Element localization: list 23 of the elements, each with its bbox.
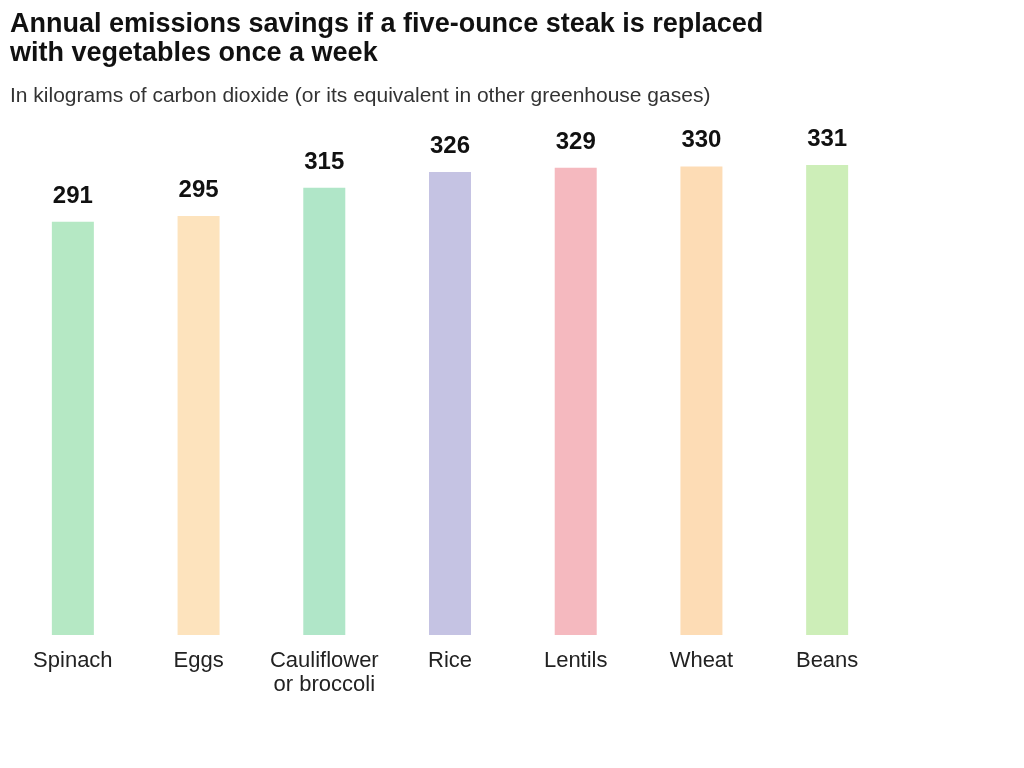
data-label: 330 <box>681 125 722 153</box>
x-tick-label: Eggs <box>173 646 224 672</box>
bar <box>177 216 220 635</box>
data-label: 315 <box>304 146 345 174</box>
x-tick-label: Lentils <box>543 646 608 672</box>
data-label: 329 <box>555 126 596 154</box>
chart-title: Annual emissions savings if a five-ounce steak is replaced with vegetables once a week <box>9 8 764 67</box>
bar <box>51 221 94 635</box>
data-label: 291 <box>52 180 93 208</box>
chart-subtitle: In kilograms of carbon dioxide (or its equivalent in other greenhouse gases) <box>10 83 711 106</box>
data-label: 326 <box>429 131 471 159</box>
x-tick-label: Beans <box>795 646 859 672</box>
bar <box>806 165 849 635</box>
x-tick-label: Rice <box>427 646 473 672</box>
x-tick-label: Spinach <box>33 646 113 672</box>
data-label: 295 <box>178 175 219 203</box>
bar <box>554 167 597 635</box>
data-label: 331 <box>807 124 848 151</box>
x-tick-label: Wheat <box>669 646 734 672</box>
bar <box>303 187 346 635</box>
bar <box>680 166 723 635</box>
bar <box>429 172 471 635</box>
x-tick-label: Cauliflower or broccoli <box>269 646 379 696</box>
